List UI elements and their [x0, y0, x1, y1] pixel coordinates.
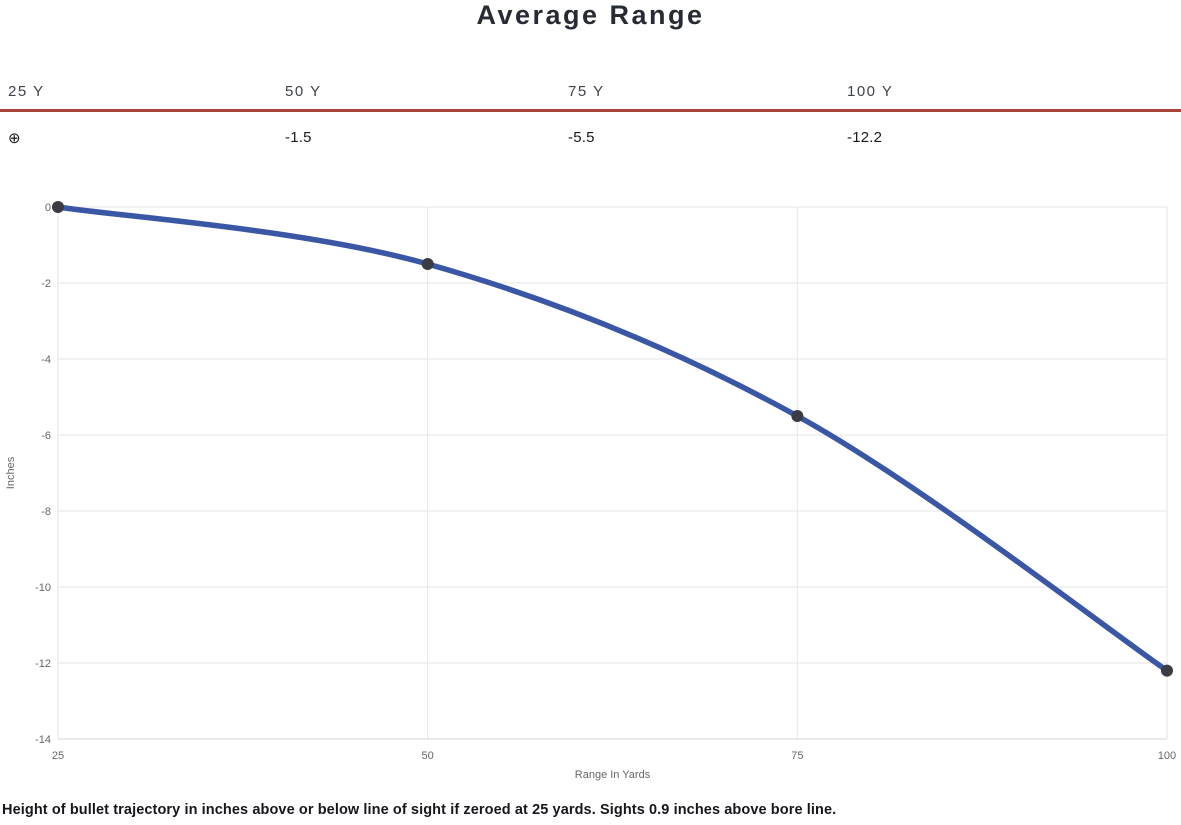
x-axis-tick-label: 50 — [422, 750, 434, 762]
y-axis-tick-label: -14 — [35, 734, 51, 746]
range-table-header-row: 25 Y 50 Y 75 Y 100 Y — [0, 80, 1181, 112]
y-axis-tick-label: -4 — [41, 354, 51, 366]
range-table-value-cell: -1.5 — [285, 129, 312, 146]
data-point-marker[interactable] — [52, 201, 64, 213]
zero-crosshair-icon: ⊕ — [8, 130, 21, 147]
trajectory-line — [55, 204, 1170, 674]
page-title: Average Range — [476, 0, 705, 30]
data-point-marker[interactable] — [421, 258, 434, 270]
x-axis-title: Range In Yards — [575, 769, 651, 781]
y-axis-tick-label: -2 — [41, 278, 51, 290]
x-axis-tick-label: 75 — [791, 750, 803, 762]
range-table-value-cell: -12.2 — [847, 129, 883, 146]
range-table-header-cell: 50 Y — [285, 83, 322, 100]
trajectory-chart: 0 -2 -4 -6 -8 -10 -12 -14 25 50 75 100 Range In Yard… — [0, 190, 1181, 795]
x-axis-tick-label: 25 — [52, 750, 64, 762]
range-table-value-row: ⊕ -1.5 -5.5 -12.2 — [0, 129, 1181, 153]
y-axis-tick-label: 0 — [45, 202, 51, 214]
y-axis-tick-label: -6 — [41, 430, 51, 442]
range-table-header-cell: 100 Y — [847, 83, 894, 100]
y-axis-title: Inches — [5, 456, 17, 489]
data-point-marker[interactable] — [1161, 664, 1173, 677]
range-table-header-cell: 25 Y — [8, 83, 45, 100]
chart-caption: Height of bullet trajectory in inches ab… — [2, 802, 837, 818]
data-point-marker[interactable] — [791, 410, 804, 422]
range-table-header-cell: 75 Y — [568, 83, 605, 100]
y-axis-tick-label: -10 — [35, 582, 51, 594]
y-axis-tick-label: -8 — [41, 506, 51, 518]
x-axis-tick-label: 100 — [1158, 750, 1176, 762]
range-table-value-cell: -5.5 — [568, 129, 595, 146]
y-axis-tick-label: -12 — [35, 658, 51, 670]
